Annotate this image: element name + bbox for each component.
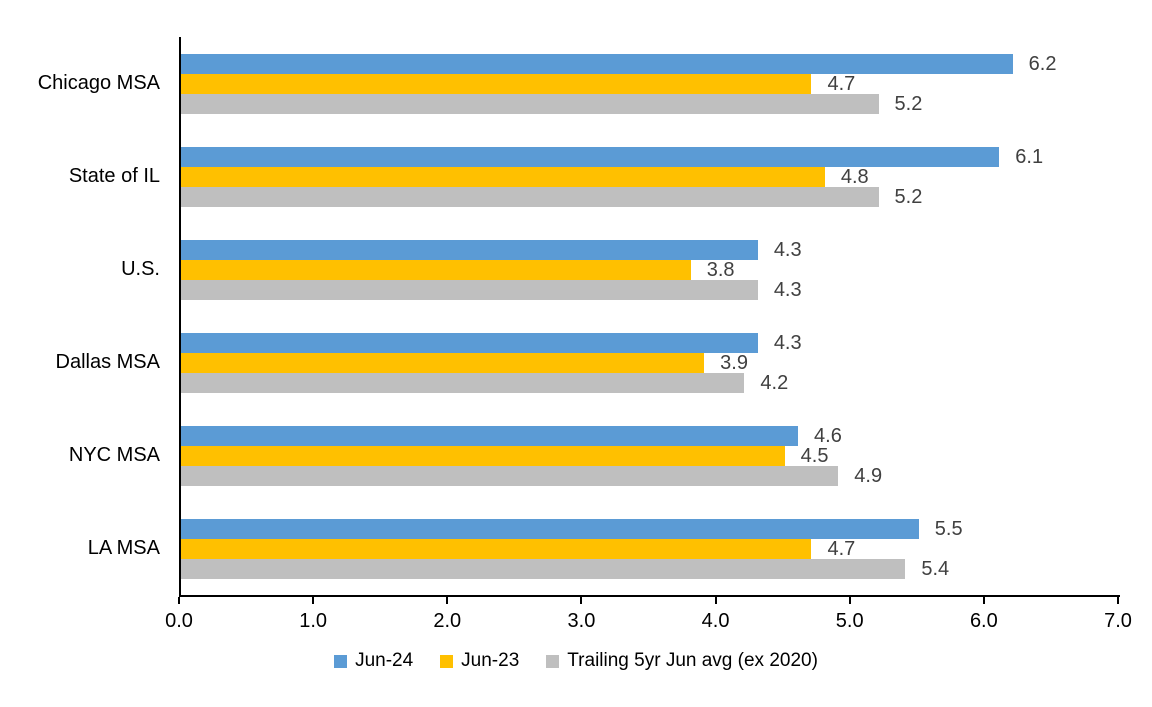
category-label: Chicago MSA <box>37 72 160 94</box>
axis-tick-label: 7.0 <box>1104 610 1132 632</box>
bar-line: 4.9 <box>181 464 1120 487</box>
legend-label: Jun-23 <box>461 650 520 671</box>
bar-group: 5.5 4.7 5.4 <box>181 502 1120 595</box>
legend-item: Jun-23 <box>440 650 519 672</box>
legend-swatch-icon <box>546 654 560 668</box>
axis-tick-mark <box>446 597 449 604</box>
category-label: LA MSA <box>87 537 160 559</box>
bar-line: 4.6 <box>181 424 1120 447</box>
bar-line: 4.3 <box>181 331 1120 354</box>
bar-jun-24 <box>181 53 1013 74</box>
category-label: Dallas MSA <box>55 351 160 373</box>
bar-group: 4.6 4.5 4.9 <box>181 409 1120 502</box>
bar-line: 6.2 <box>181 52 1120 75</box>
bar-value-label: 4.7 <box>827 537 856 560</box>
bar-group: 6.1 4.8 5.2 <box>181 130 1120 223</box>
value-axis: 0.0 1.0 2.0 3.0 4.0 5.0 6.0 7.0 <box>165 595 1132 640</box>
bar-trailing-5yr-jun-avg-ex-2020- <box>181 558 906 579</box>
plot-area: 6.2 4.7 5.2 6.1 4.8 5.2 4.3 3.8 4.3 4.3 3.9 4.2 4.6 4… <box>179 37 1120 597</box>
axis-tick-label: 4.0 <box>701 610 730 632</box>
axis-tick-label: 6.0 <box>969 610 998 632</box>
bar-value-label: 6.2 <box>1028 52 1057 75</box>
bar-group: 4.3 3.9 4.2 <box>181 316 1120 409</box>
bar-value-label: 4.7 <box>827 72 856 95</box>
category-label: State of IL <box>68 165 160 187</box>
bar-trailing-5yr-jun-avg-ex-2020- <box>181 465 839 486</box>
bar-line: 5.2 <box>181 185 1120 208</box>
bar-value-label: 5.2 <box>894 92 923 115</box>
bar-value-label: 4.9 <box>854 464 883 487</box>
bar-jun-24 <box>181 425 799 446</box>
axis-tick-mark <box>580 597 583 604</box>
bar-value-label: 4.3 <box>773 331 802 354</box>
bar-line: 4.3 <box>181 278 1120 301</box>
bar-line: 4.2 <box>181 371 1120 394</box>
legend: Jun-24 Jun-23 Trailing 5yr Jun avg (ex 202… <box>0 648 1152 674</box>
bar-value-label: 6.1 <box>1015 145 1044 168</box>
bar-value-label: 5.4 <box>921 557 950 580</box>
bar-jun-24 <box>181 239 758 260</box>
bar-trailing-5yr-jun-avg-ex-2020- <box>181 279 758 300</box>
axis-tick-mark <box>178 597 180 604</box>
bar-value-label: 4.2 <box>760 371 789 394</box>
bar-trailing-5yr-jun-avg-ex-2020- <box>181 372 745 393</box>
bar-line: 3.8 <box>181 258 1120 281</box>
bar-trailing-5yr-jun-avg-ex-2020- <box>181 186 879 207</box>
bar-line: 4.5 <box>181 444 1120 467</box>
bar-line: 4.7 <box>181 537 1120 560</box>
category-label: U.S. <box>121 258 160 280</box>
bar-trailing-5yr-jun-avg-ex-2020- <box>181 93 879 114</box>
category-label: NYC MSA <box>68 444 160 466</box>
bar-line: 3.9 <box>181 351 1120 374</box>
axis-tick-label: 0.0 <box>165 610 193 632</box>
bar-value-label: 3.9 <box>720 351 748 374</box>
bar-value-label: 4.3 <box>773 278 802 301</box>
bar-jun-23 <box>181 352 705 373</box>
legend-label: Trailing 5yr Jun avg (ex 2020) <box>567 650 818 671</box>
legend-label: Jun-24 <box>355 650 414 671</box>
bar-line: 5.2 <box>181 92 1120 115</box>
bar-value-label: 5.5 <box>934 517 963 540</box>
bar-value-label: 4.5 <box>800 444 829 467</box>
axis-tick-mark <box>1117 597 1119 604</box>
bar-jun-24 <box>181 146 1000 167</box>
bar-value-label: 4.3 <box>773 238 802 261</box>
axis-tick-mark <box>982 597 985 604</box>
axis-tick-label: 2.0 <box>433 610 462 632</box>
axis-tick-label: 1.0 <box>299 610 328 632</box>
bar-line: 5.4 <box>181 557 1120 580</box>
axis-tick-mark <box>848 597 851 604</box>
bar-line: 4.3 <box>181 238 1120 261</box>
bar-line: 6.1 <box>181 145 1120 168</box>
bar-jun-24 <box>181 332 758 353</box>
bar-group: 4.3 3.8 4.3 <box>181 223 1120 316</box>
bar-line: 5.5 <box>181 517 1120 540</box>
bar-jun-23 <box>181 538 812 559</box>
legend-swatch-icon <box>334 654 348 668</box>
axis-tick-label: 3.0 <box>567 610 596 632</box>
axis-tick-mark <box>312 597 315 604</box>
bar-jun-23 <box>181 259 691 280</box>
axis-tick-mark <box>714 597 717 604</box>
bar-jun-23 <box>181 166 825 187</box>
bar-value-label: 4.6 <box>814 424 842 447</box>
bar-group: 6.2 4.7 5.2 <box>181 37 1120 130</box>
bar-jun-23 <box>181 73 812 94</box>
bar-value-label: 5.2 <box>894 185 923 208</box>
bar-line: 4.8 <box>181 165 1120 188</box>
bar-jun-23 <box>181 445 785 466</box>
legend-item: Jun-24 <box>334 650 413 672</box>
legend-swatch-icon <box>440 654 454 668</box>
legend-item: Trailing 5yr Jun avg (ex 2020) <box>546 650 818 672</box>
bar-line: 4.7 <box>181 72 1120 95</box>
bar-value-label: 4.8 <box>840 165 869 188</box>
axis-tick-label: 5.0 <box>835 610 864 632</box>
bar-value-label: 3.8 <box>706 258 735 281</box>
bar-jun-24 <box>181 518 919 539</box>
